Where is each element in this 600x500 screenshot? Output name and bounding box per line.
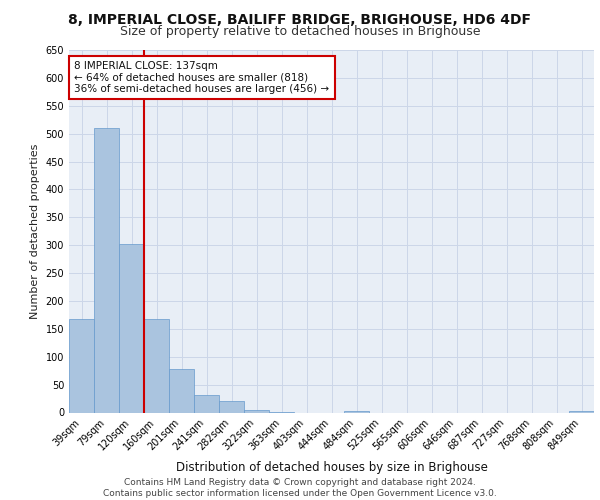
X-axis label: Distribution of detached houses by size in Brighouse: Distribution of detached houses by size … <box>176 460 487 473</box>
Bar <box>119 244 144 412</box>
Bar <box>69 319 94 412</box>
Bar <box>194 394 219 412</box>
Bar <box>219 402 244 412</box>
Bar <box>244 410 269 412</box>
Text: Size of property relative to detached houses in Brighouse: Size of property relative to detached ho… <box>120 25 480 38</box>
Bar <box>144 319 169 412</box>
Text: 8, IMPERIAL CLOSE, BAILIFF BRIDGE, BRIGHOUSE, HD6 4DF: 8, IMPERIAL CLOSE, BAILIFF BRIDGE, BRIGH… <box>68 12 532 26</box>
Text: 8 IMPERIAL CLOSE: 137sqm
← 64% of detached houses are smaller (818)
36% of semi-: 8 IMPERIAL CLOSE: 137sqm ← 64% of detach… <box>74 61 329 94</box>
Text: Contains HM Land Registry data © Crown copyright and database right 2024.
Contai: Contains HM Land Registry data © Crown c… <box>103 478 497 498</box>
Y-axis label: Number of detached properties: Number of detached properties <box>30 144 40 319</box>
Bar <box>569 411 594 412</box>
Bar <box>94 128 119 412</box>
Bar <box>169 369 194 412</box>
